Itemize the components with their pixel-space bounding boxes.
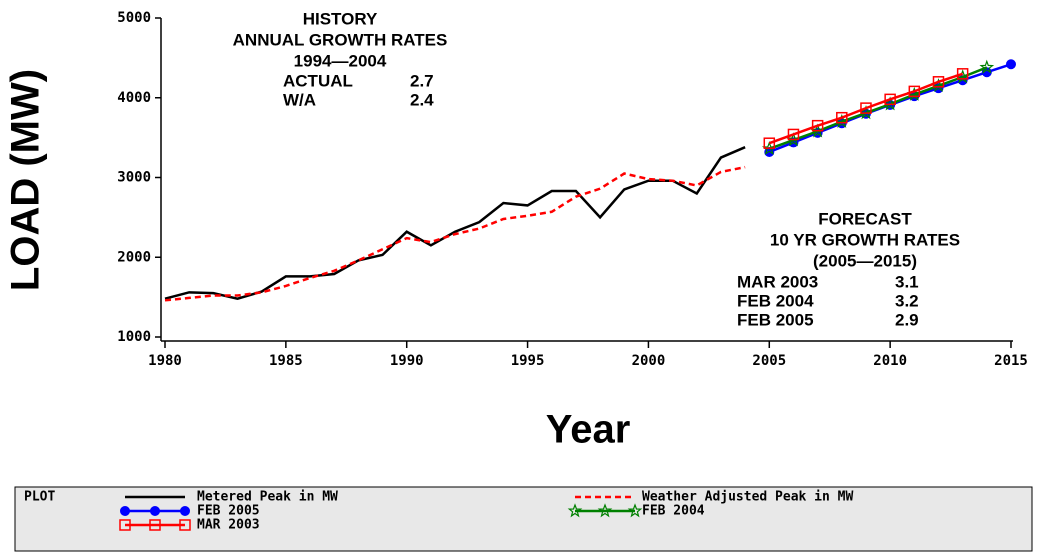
point — [1006, 59, 1016, 70]
x-tick-label: 2015 — [994, 353, 1028, 369]
point — [908, 85, 921, 98]
x-tick-label: 2005 — [752, 353, 786, 369]
series-line — [164, 165, 746, 302]
annotation-line: 1994—2004 — [294, 51, 387, 70]
point — [979, 59, 995, 74]
annotation-label: MAR 2003 — [737, 272, 818, 291]
y-tick-label: 1000 — [117, 329, 151, 345]
annotation-line: FORECAST — [818, 209, 912, 228]
annotation-value: 3.2 — [895, 291, 919, 310]
annotation-line: 10 YR GROWTH RATES — [770, 230, 960, 249]
point — [836, 111, 848, 124]
annotation-value: 3.1 — [895, 272, 919, 291]
legend-marker — [179, 519, 191, 531]
legend-marker — [119, 519, 131, 531]
legend-marker — [627, 503, 643, 518]
legend-label: FEB 2004 — [642, 504, 705, 519]
annotation-line: HISTORY — [303, 9, 378, 28]
x-tick-label: 1985 — [269, 353, 303, 369]
legend-marker — [120, 506, 130, 516]
point — [956, 68, 969, 80]
point — [884, 93, 896, 106]
x-tick-label: 2010 — [873, 353, 907, 369]
annotation-line: ANNUAL GROWTH RATES — [233, 30, 448, 49]
x-axis-label: Year — [546, 408, 631, 452]
legend-label: Metered Peak in MW — [197, 490, 338, 505]
point — [787, 128, 800, 141]
annotation-value: 2.9 — [895, 310, 919, 329]
annotation-label: W/A — [283, 90, 316, 109]
x-tick-label: 1990 — [390, 353, 424, 369]
legend-marker — [597, 503, 613, 518]
annotation-value: 2.4 — [410, 90, 434, 109]
y-axis-label: LOAD (MW) — [4, 69, 48, 291]
point — [932, 76, 945, 88]
legend-marker — [567, 503, 583, 518]
x-tick-label: 1995 — [511, 353, 545, 369]
series-line — [768, 72, 964, 145]
series-line — [768, 66, 988, 150]
y-tick-label: 4000 — [117, 90, 151, 106]
annotation-line: (2005—2015) — [813, 251, 917, 270]
x-tick-label: 1980 — [148, 353, 182, 369]
annotation-label: FEB 2004 — [737, 291, 814, 310]
legend-label: FEB 2005 — [197, 504, 260, 519]
point — [763, 137, 776, 149]
series-line — [164, 146, 746, 301]
y-tick-label: 2000 — [117, 249, 151, 265]
y-tick-label: 3000 — [117, 170, 151, 186]
legend-marker — [180, 506, 190, 516]
legend-marker — [149, 519, 161, 531]
annotation-label: FEB 2005 — [737, 310, 814, 329]
y-tick-label: 5000 — [117, 10, 151, 26]
legend-label: Weather Adjusted Peak in MW — [642, 490, 853, 505]
legend-marker — [150, 506, 160, 516]
point — [811, 119, 824, 132]
legend-title: PLOT — [24, 490, 55, 505]
annotation-label: ACTUAL — [283, 71, 353, 90]
legend-label: MAR 2003 — [197, 518, 260, 533]
point — [860, 102, 872, 114]
annotation-value: 2.7 — [410, 71, 434, 90]
x-tick-label: 2000 — [632, 353, 666, 369]
